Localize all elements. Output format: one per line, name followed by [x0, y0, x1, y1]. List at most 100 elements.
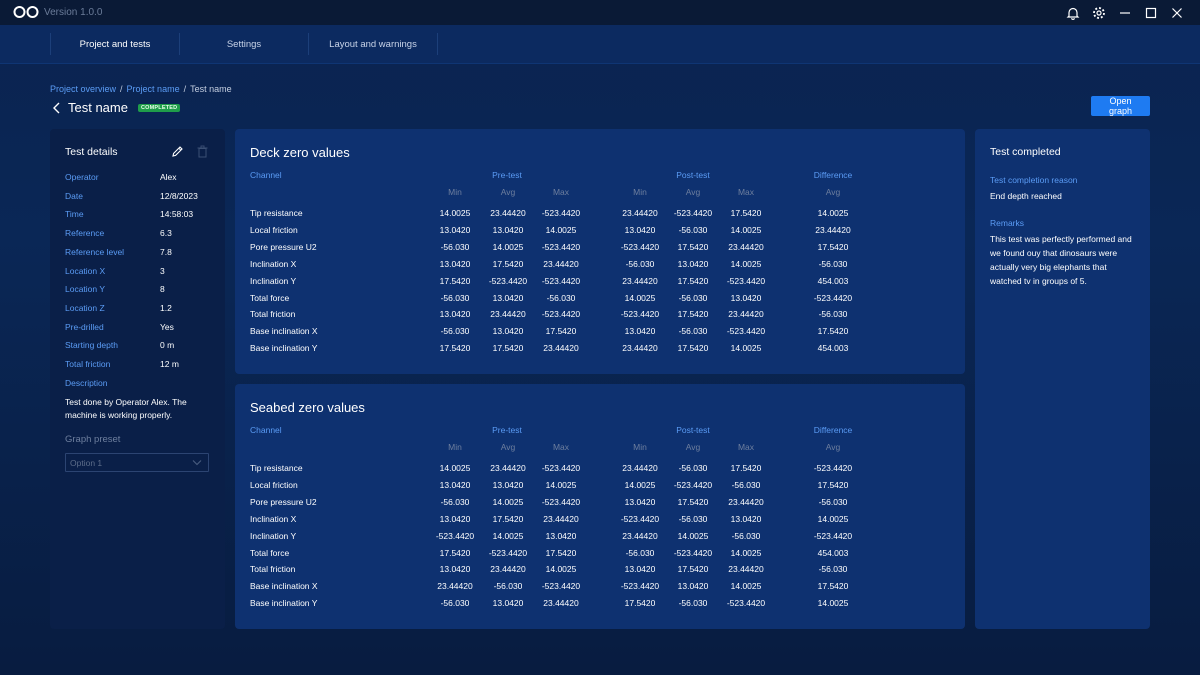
table-cell: 14.0025 — [817, 513, 849, 524]
table-cell: 23.44420 — [622, 530, 658, 541]
table-cell: -56.030 — [818, 309, 848, 320]
tab-settings[interactable]: Settings — [179, 33, 308, 55]
table-cell: -56.030 — [678, 224, 708, 235]
table-row-channel: Inclination X — [250, 513, 297, 524]
table-cell: -523.4420 — [620, 581, 660, 592]
table-cell: -56.030 — [546, 292, 576, 303]
table-cell: -523.4420 — [620, 513, 660, 524]
table-cell: 14.0025 — [730, 581, 762, 592]
table-cell: 14.0025 — [677, 530, 709, 541]
pencil-icon[interactable] — [171, 145, 184, 158]
table-cell: 23.44420 — [728, 309, 764, 320]
table-cell: -523.4420 — [488, 275, 528, 286]
detail-label: Location Z — [65, 302, 105, 313]
graph-preset-select[interactable]: Option 1 — [65, 453, 209, 472]
table-cell: 23.44420 — [622, 343, 658, 354]
table-cell: 17.5420 — [677, 564, 709, 575]
page-title: Test name — [68, 100, 128, 115]
pre-test-header: Pre-test — [492, 425, 522, 435]
deck-zero-values-panel: Deck zero values Channel Pre-test Post-t… — [235, 129, 965, 374]
trash-icon[interactable] — [197, 145, 208, 158]
table-cell: -56.030 — [678, 292, 708, 303]
detail-label: Operator — [65, 172, 99, 182]
table-cell: 13.0420 — [624, 564, 656, 575]
table-cell: -523.4420 — [541, 241, 581, 252]
channel-header: Channel — [250, 170, 282, 180]
app-version: Version 1.0.0 — [44, 7, 103, 18]
table-cell: 14.0025 — [730, 224, 762, 235]
difference-header: Difference — [813, 425, 853, 435]
remarks-label: Remarks — [990, 218, 1025, 228]
sub-header-min: Min — [448, 187, 462, 197]
table-cell: -523.4420 — [488, 547, 528, 558]
table-cell: 14.0025 — [817, 598, 849, 609]
back-chevron-icon[interactable] — [52, 101, 62, 115]
table-cell: 17.5420 — [439, 547, 471, 558]
breadcrumb-project-name[interactable]: Project name — [126, 84, 180, 94]
breadcrumb-current: Test name — [190, 84, 232, 94]
table-cell: 17.5420 — [677, 275, 709, 286]
table-cell: 13.0420 — [492, 479, 524, 490]
sub-header-min: Min — [448, 442, 462, 452]
table-cell: 17.5420 — [439, 343, 471, 354]
deck-title: Deck zero values — [250, 145, 350, 160]
table-cell: -523.4420 — [813, 292, 853, 303]
table-cell: 17.5420 — [545, 547, 577, 558]
table-cell: -523.4420 — [435, 530, 475, 541]
breadcrumb-project-overview[interactable]: Project overview — [50, 84, 117, 94]
channel-header: Channel — [250, 425, 282, 435]
table-cell: 23.44420 — [622, 275, 658, 286]
table-row-channel: Pore pressure U2 — [250, 496, 317, 507]
table-cell: 13.0420 — [730, 513, 762, 524]
table-cell: -56.030 — [440, 241, 470, 252]
detail-label: Reference level — [65, 246, 125, 257]
table-cell: 13.0420 — [439, 224, 471, 235]
table-cell: 23.44420 — [543, 343, 579, 354]
detail-value: 3 — [160, 265, 165, 276]
table-cell: 13.0420 — [492, 326, 524, 337]
table-cell: -523.4420 — [620, 309, 660, 320]
table-cell: 14.0025 — [545, 479, 577, 490]
table-cell: 23.44420 — [728, 241, 764, 252]
table-cell: -523.4420 — [541, 208, 581, 218]
table-row-channel: Inclination Y — [250, 530, 297, 541]
difference-header: Difference — [813, 170, 853, 180]
table-cell: 17.5420 — [817, 581, 849, 592]
table-cell: -56.030 — [678, 513, 708, 524]
table-cell: 14.0025 — [817, 208, 849, 218]
gear-icon[interactable] — [1088, 3, 1110, 23]
table-cell: -523.4420 — [813, 530, 853, 541]
table-cell: 14.0025 — [545, 564, 577, 575]
detail-value: 1.2 — [160, 302, 172, 313]
table-row-channel: Base inclination X — [250, 581, 318, 592]
detail-value: Yes — [160, 321, 174, 332]
table-cell: -523.4420 — [673, 479, 713, 490]
table-cell: 17.5420 — [439, 275, 471, 286]
table-cell: -56.030 — [625, 547, 655, 558]
maximize-icon[interactable] — [1140, 3, 1162, 23]
sub-header-avg: Avg — [825, 187, 841, 197]
table-cell: -56.030 — [818, 496, 848, 507]
table-cell: -56.030 — [440, 292, 470, 303]
table-cell: -523.4420 — [541, 275, 581, 286]
table-cell: 23.44420 — [490, 309, 526, 320]
table-cell: -56.030 — [440, 598, 470, 609]
detail-value: 8 — [160, 284, 165, 295]
pre-test-header: Pre-test — [492, 170, 522, 180]
table-cell: 23.44420 — [490, 564, 526, 575]
table-cell: 13.0420 — [677, 258, 709, 269]
open-graph-button[interactable]: Open graph — [1091, 96, 1150, 116]
close-icon[interactable] — [1166, 3, 1188, 23]
table-cell: 23.44420 — [543, 598, 579, 609]
bell-icon[interactable] — [1062, 3, 1084, 23]
table-row-channel: Local friction — [250, 224, 298, 235]
description-label: Description — [65, 378, 108, 388]
detail-label: Starting depth — [65, 340, 118, 351]
tab-layout-and-warnings[interactable]: Layout and warnings — [308, 33, 438, 55]
minimize-icon[interactable] — [1114, 3, 1136, 23]
table-cell: 13.0420 — [439, 309, 471, 320]
table-cell: -523.4420 — [726, 598, 766, 609]
table-row-channel: Total friction — [250, 564, 296, 575]
table-cell: -523.4420 — [541, 581, 581, 592]
tab-project-and-tests[interactable]: Project and tests — [50, 33, 179, 55]
